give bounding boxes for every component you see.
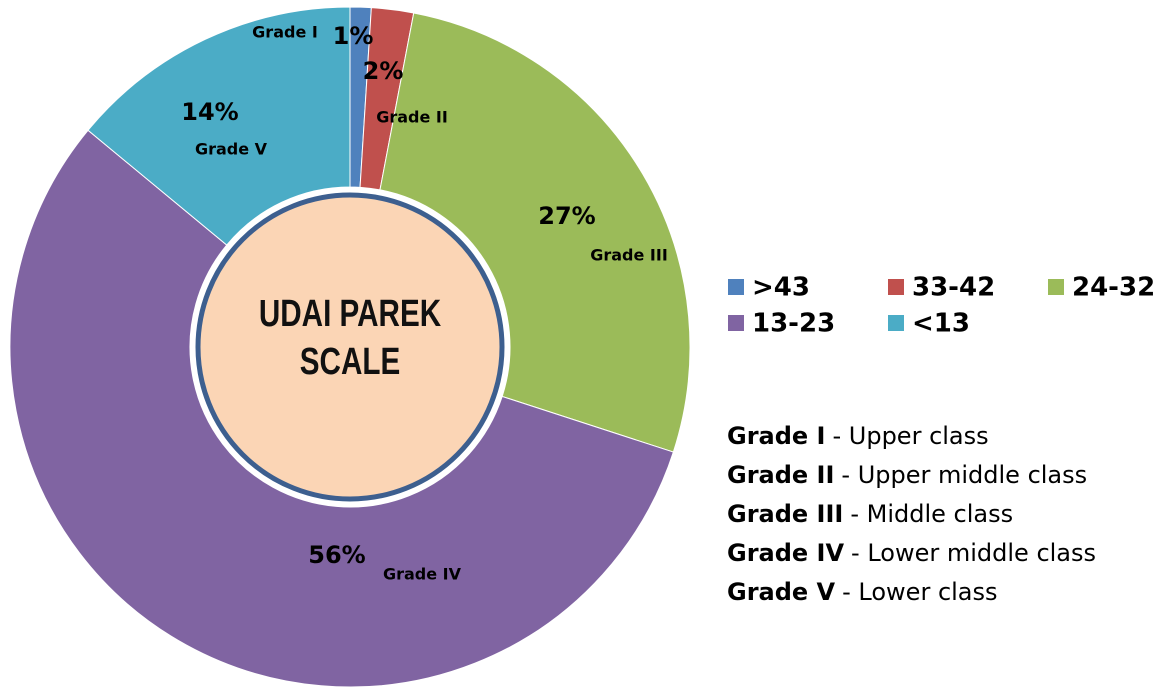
note-term: Grade I xyxy=(727,422,826,450)
value-label: 27% xyxy=(538,202,595,230)
slice-label: Grade II xyxy=(376,108,448,127)
legend-swatch xyxy=(888,315,904,331)
slice xyxy=(87,6,351,246)
note-desc: - Upper class xyxy=(832,422,989,450)
note-term: Grade V xyxy=(727,578,836,606)
note-term: Grade IV xyxy=(727,539,845,567)
note: Grade II - Upper middle class xyxy=(727,461,1087,489)
slice-label: Grade IV xyxy=(383,565,462,584)
value-label: 2% xyxy=(363,57,404,85)
legend-swatch xyxy=(728,315,744,331)
slice xyxy=(379,12,691,453)
value-label: 56% xyxy=(308,541,365,569)
center-circle xyxy=(195,192,505,502)
note: Grade III - Middle class xyxy=(727,500,1013,528)
slice-label: Grade V xyxy=(195,140,268,159)
note-desc: - Lower class xyxy=(842,578,998,606)
note-desc: - Lower middle class xyxy=(851,539,1097,567)
legend-label: 33-42 xyxy=(912,273,995,303)
center-title: UDAI PAREK SCALE xyxy=(258,293,442,383)
note: Grade IV - Lower middle class xyxy=(727,539,1096,567)
note: Grade I- Upper class xyxy=(727,422,989,450)
legend-label: 24-32 xyxy=(1072,273,1155,303)
slice-label: Grade III xyxy=(590,246,668,265)
note-term: Grade II xyxy=(727,461,835,489)
slice-label: Grade I xyxy=(252,23,318,42)
value-label: 1% xyxy=(333,22,374,50)
legend-swatch xyxy=(888,279,904,295)
value-label: 14% xyxy=(181,98,238,126)
note-desc: - Middle class xyxy=(850,500,1014,528)
legend-label: <13 xyxy=(912,309,970,339)
legend-label: 13-23 xyxy=(752,309,835,339)
note-term: Grade III xyxy=(727,500,844,528)
note: Grade V- Lower class xyxy=(727,578,998,606)
legend-swatch xyxy=(1048,279,1064,295)
slice xyxy=(9,129,674,688)
legend-swatch xyxy=(728,279,744,295)
legend-label: >43 xyxy=(752,273,810,303)
note-desc: - Upper middle class xyxy=(841,461,1088,489)
